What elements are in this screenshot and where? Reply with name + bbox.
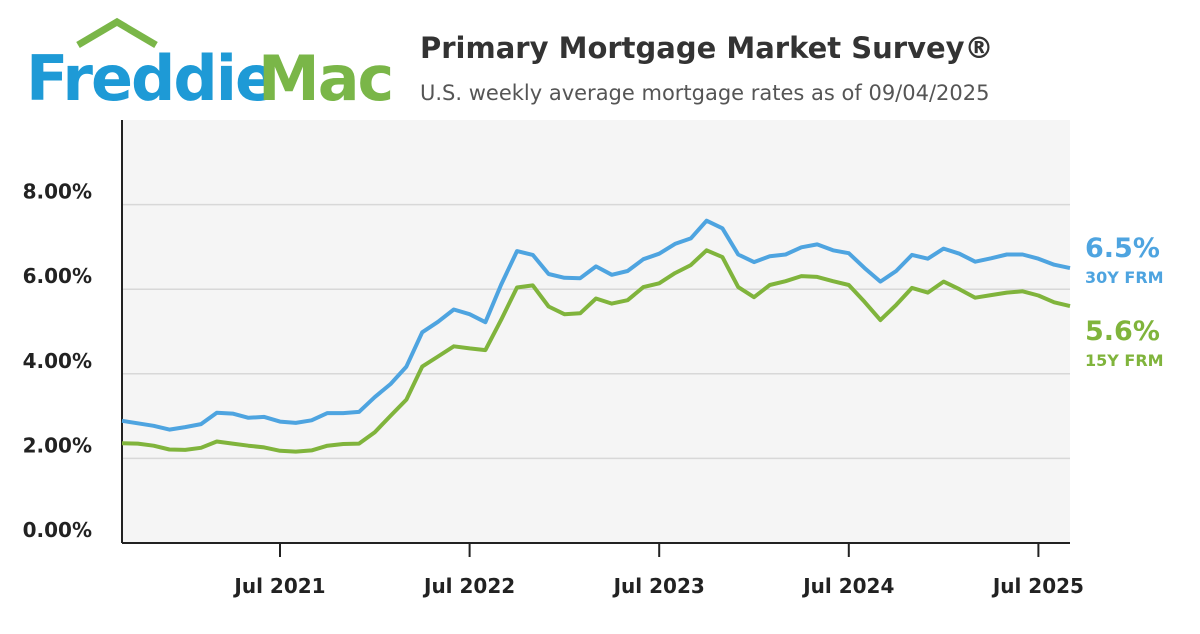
x-tick-label: Jul 2025 [991,574,1084,598]
legend-label: 30Y FRM [1085,268,1164,287]
value-label: 6.5% [1085,233,1160,264]
logo-freddie: Freddie [26,42,275,115]
y-tick-label: 2.00% [23,433,92,457]
x-tick-label: Jul 2024 [801,574,894,598]
series-line [121,248,1071,454]
y-tick-label: 4.00% [23,349,92,373]
legend-label: 15Y FRM [1085,351,1164,370]
logo-roof [76,17,158,49]
y-tick-label: 6.00% [23,264,92,288]
chart-subtitle: U.S. weekly average mortgage rates as of… [420,81,990,105]
x-tick-label: Jul 2022 [422,574,515,598]
x-tick-label: Jul 2021 [232,574,325,598]
chart-title: Primary Mortgage Market Survey® [420,31,994,65]
y-tick-label: 0.00% [23,518,92,542]
value-label: 5.6% [1085,316,1160,347]
x-tick-label: Jul 2023 [612,574,705,598]
plot-area [122,120,1070,543]
y-tick-label: 8.00% [23,180,92,204]
logo-mac: Mac [258,42,392,115]
series-line [121,218,1071,432]
